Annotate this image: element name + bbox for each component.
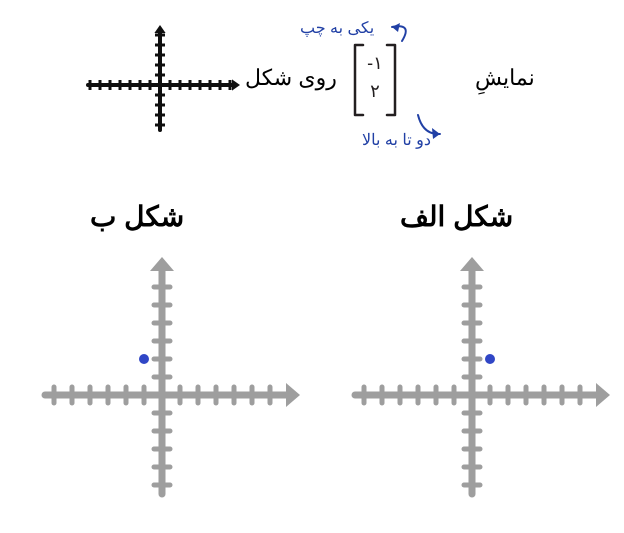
arrow-top-g: [392, 23, 406, 41]
figure-a-axes: [330, 255, 610, 515]
arrow-bottom-g: [418, 115, 440, 139]
bracket-group: -۱۲: [355, 45, 395, 115]
axes-group: [88, 25, 240, 130]
axes-b-g: [45, 257, 300, 494]
figure-b-label: شکل ب: [90, 200, 184, 233]
figure-a-label: شکل الف: [400, 200, 513, 233]
svg-text:-۱: -۱: [367, 53, 383, 73]
annotation-top: یکی به چپ: [300, 18, 374, 38]
svg-text:۲: ۲: [370, 81, 380, 101]
axes-a-g: [355, 257, 610, 494]
display-label: نمایشِ: [475, 65, 535, 91]
arrow-bottom: [408, 110, 458, 145]
on-shape-label: روی شکل: [245, 65, 337, 91]
arrow-top: [378, 15, 438, 55]
figures-row: شکل ب شکل الف: [0, 200, 624, 530]
small-coordinate-axes: [75, 25, 245, 135]
header-row: روی شکل -۱۲ نمایشِ یکی به چپ دو تا به با…: [0, 10, 624, 140]
annotation-top-text: یکی به چپ: [300, 20, 374, 37]
figure-b-axes: [20, 255, 300, 515]
